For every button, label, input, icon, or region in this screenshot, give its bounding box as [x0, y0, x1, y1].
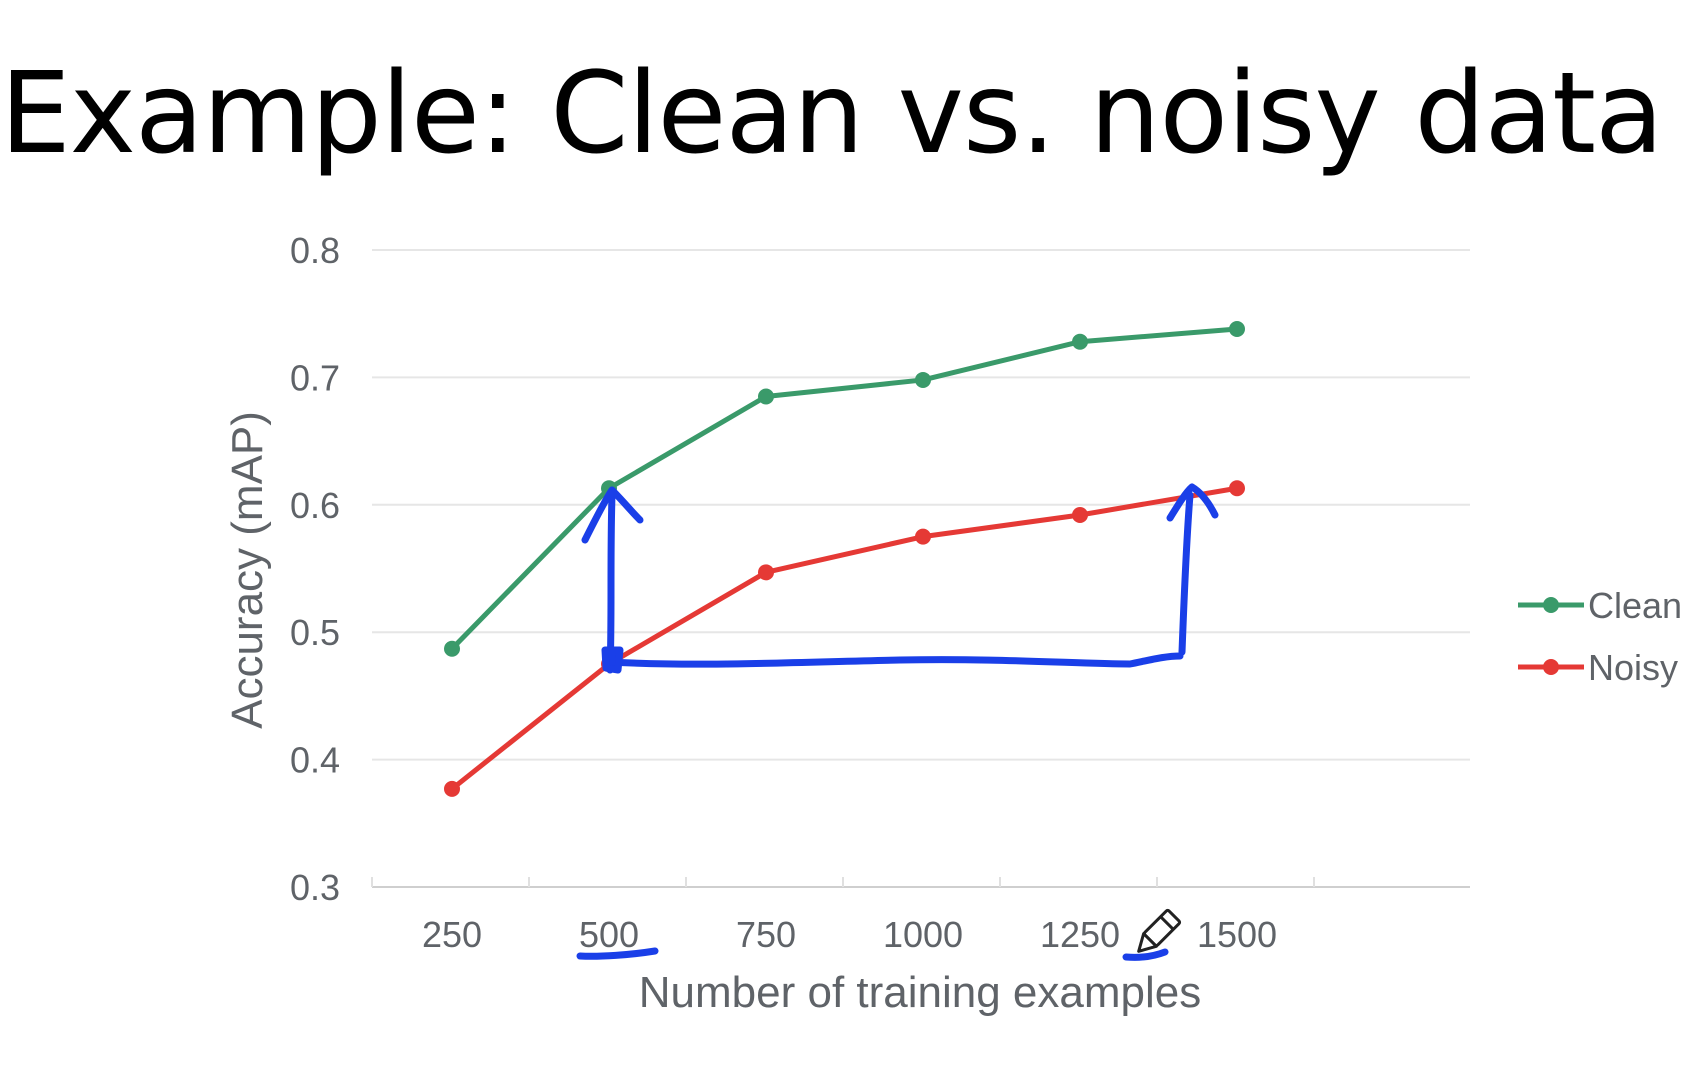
- x-tick-label: 1000: [883, 914, 963, 955]
- legend-marker-clean: [1543, 597, 1559, 613]
- data-point-clean: [1229, 320, 1245, 337]
- x-tick-label: 250: [422, 914, 482, 955]
- data-point-noisy: [758, 564, 774, 581]
- data-point-noisy: [444, 780, 460, 797]
- annotation-horizontal-stroke: [606, 652, 1184, 668]
- grid-lines: [371, 249, 1470, 888]
- y-tick-label: 0.3: [290, 867, 340, 908]
- data-point-noisy: [1072, 506, 1088, 523]
- annotation-left-corner-mark: [601, 646, 624, 674]
- y-axis-title: Accuracy (mAP): [223, 411, 272, 729]
- annotation-left-vertical-arrow-shaft: [606, 491, 616, 674]
- annotation-left-arrowhead: [581, 486, 644, 544]
- annotation-right-arrowhead: [1166, 483, 1219, 522]
- annotation-underline-1500: [1122, 948, 1169, 961]
- annotation-right-vertical-arrow-shaft: [1178, 491, 1194, 656]
- data-point-noisy: [1229, 480, 1245, 497]
- data-point-clean: [915, 371, 931, 388]
- series-line-noisy: [449, 485, 1240, 792]
- slide-title: Example: Clean vs. noisy data: [0, 49, 1664, 179]
- legend: Clean Noisy: [1518, 585, 1682, 688]
- y-axis-tick-labels: 0.3 0.4 0.5 0.6 0.7 0.8: [290, 230, 340, 908]
- y-tick-label: 0.6: [290, 485, 340, 526]
- y-tick-label: 0.7: [290, 357, 340, 398]
- series-line-clean: [449, 326, 1240, 652]
- data-point-clean: [758, 388, 774, 405]
- annotation-underline-500: [576, 947, 659, 960]
- x-tick-label: 500: [579, 914, 639, 955]
- legend-marker-noisy: [1543, 659, 1559, 675]
- y-tick-label: 0.5: [290, 612, 340, 653]
- x-axis-title: Number of training examples: [639, 968, 1201, 1017]
- pen-annotations: [576, 483, 1219, 961]
- legend-label-noisy: Noisy: [1588, 647, 1678, 688]
- x-tick-label: 750: [736, 914, 796, 955]
- series-lines: [444, 320, 1245, 797]
- x-tick-label: 1500: [1197, 914, 1277, 955]
- x-tick-label: 1250: [1040, 914, 1120, 955]
- data-point-clean: [1072, 333, 1088, 350]
- x-axis-tick-labels: 250 500 750 1000 1250 1500: [422, 914, 1277, 955]
- data-point-noisy: [915, 528, 931, 545]
- pencil-cursor-icon: [1137, 908, 1182, 953]
- legend-label-clean: Clean: [1588, 585, 1682, 626]
- data-point-clean: [444, 640, 460, 657]
- y-tick-label: 0.8: [290, 230, 340, 271]
- y-tick-label: 0.4: [290, 740, 340, 781]
